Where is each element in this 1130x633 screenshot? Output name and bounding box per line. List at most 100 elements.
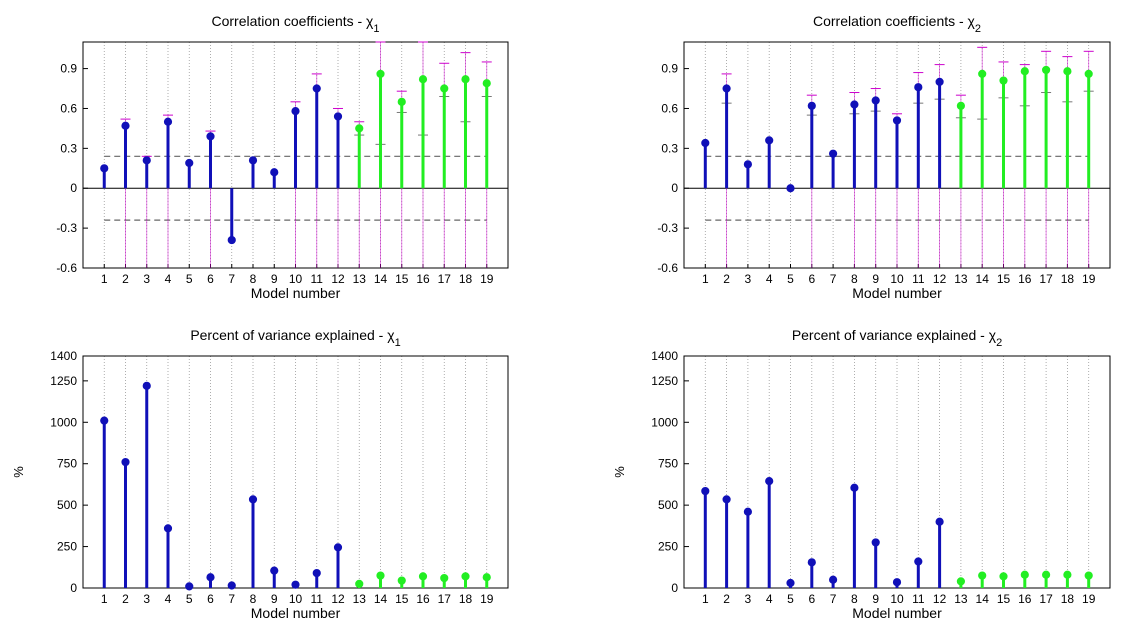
stem-marker-17	[1042, 570, 1051, 579]
stem-marker-9	[871, 96, 880, 105]
x-tick-label-3: 3	[143, 592, 150, 606]
stem-marker-5	[786, 578, 795, 588]
y-tick-label-4: 0.6	[60, 101, 77, 115]
y-tick-label-1: 250	[57, 540, 77, 554]
x-tick-label-9: 9	[872, 592, 879, 606]
stem-marker-1	[100, 164, 109, 173]
x-tick-label-5: 5	[787, 272, 794, 286]
stem-marker-4	[765, 136, 774, 145]
y-tick-label-4: 0.6	[661, 101, 678, 115]
x-tick-label-17: 17	[438, 272, 452, 286]
x-tick-label-3: 3	[745, 272, 752, 286]
stem-marker-7	[227, 235, 236, 245]
x-tick-label-15: 15	[395, 592, 409, 606]
y-tick-label-1: -0.3	[56, 221, 77, 235]
x-tick-label-18: 18	[459, 272, 473, 286]
x-tick-label-4: 4	[165, 272, 172, 286]
x-tick-label-7: 7	[830, 272, 837, 286]
x-tick-label-1: 1	[702, 592, 709, 606]
x-tick-label-2: 2	[122, 272, 129, 286]
stem-marker-5	[786, 184, 795, 193]
stem-marker-3	[142, 381, 151, 390]
x-tick-label-13: 13	[954, 592, 968, 606]
x-tick-label-6: 6	[207, 272, 214, 286]
x-tick-label-15: 15	[997, 592, 1011, 606]
stem-marker-11	[312, 84, 321, 93]
chart-svg-variance-x1: Percent of variance explained - χ1 0 250 50…	[11, 327, 509, 621]
stem-marker-13	[355, 124, 364, 133]
x-tick-label-17: 17	[1039, 272, 1053, 286]
y-tick-label-2: 500	[658, 498, 678, 512]
stem-marker-3	[743, 160, 752, 169]
x-tick-label-1: 1	[702, 272, 709, 286]
y-axis-label: %	[612, 466, 627, 478]
x-tick-label-8: 8	[851, 272, 858, 286]
y-tick-label-5: 1250	[651, 374, 678, 388]
x-tick-label-19: 19	[1082, 592, 1096, 606]
stem-marker-15	[397, 576, 406, 585]
stem-marker-7	[829, 575, 838, 584]
chart-title: Percent of variance explained - χ1	[190, 327, 400, 349]
stem-marker-18	[1063, 570, 1072, 579]
x-tick-label-19: 19	[480, 592, 494, 606]
y-tick-label-1: -0.3	[657, 221, 678, 235]
y-tick-label-2: 500	[57, 498, 77, 512]
stem-marker-1	[701, 138, 710, 148]
stem-marker-16	[418, 572, 428, 581]
stem-marker-19	[482, 79, 491, 88]
stem-marker-17	[440, 573, 449, 583]
stem-marker-15	[999, 572, 1008, 581]
stem-marker-3	[743, 507, 752, 516]
x-tick-label-17: 17	[1039, 592, 1053, 606]
x-tick-label-10: 10	[890, 272, 904, 286]
stem-marker-9	[871, 538, 880, 547]
x-tick-label-7: 7	[830, 592, 837, 606]
stem-marker-12	[333, 543, 343, 552]
x-tick-label-7: 7	[228, 272, 235, 286]
stem-marker-4	[163, 117, 173, 126]
x-tick-label-13: 13	[353, 272, 367, 286]
x-tick-label-13: 13	[954, 272, 968, 286]
y-tick-label-5: 0.9	[661, 62, 678, 76]
x-tick-label-10: 10	[890, 592, 904, 606]
stem-marker-19	[482, 573, 491, 582]
stem-marker-2	[722, 495, 731, 504]
stem-marker-4	[163, 524, 173, 533]
x-tick-label-10: 10	[289, 272, 303, 286]
stem-marker-1	[701, 486, 710, 496]
x-tick-label-5: 5	[787, 592, 794, 606]
stem-marker-12	[935, 517, 944, 526]
y-tick-label-3: 750	[658, 457, 678, 471]
x-tick-label-12: 12	[331, 592, 345, 606]
stem-marker-1	[100, 416, 109, 425]
chart-panel-variance-x2: Percent of variance explained - χ2 0 250 50…	[565, 316, 1130, 632]
x-tick-label-3: 3	[143, 272, 150, 286]
x-tick-label-14: 14	[976, 272, 990, 286]
x-tick-label-3: 3	[745, 592, 752, 606]
stem-marker-14	[376, 69, 385, 79]
stem-marker-11	[914, 557, 923, 566]
chart-svg-corr-x2: Correlation coefficients - χ2 -0.6 -0.3 0 0.…	[657, 13, 1111, 301]
stem-marker-10	[291, 580, 300, 589]
x-tick-label-9: 9	[271, 592, 278, 606]
x-axis-label: Model number	[251, 605, 341, 621]
x-tick-label-7: 7	[228, 592, 235, 606]
stem-marker-7	[227, 581, 236, 590]
x-tick-label-12: 12	[331, 272, 345, 286]
stem-marker-14	[376, 571, 385, 580]
x-tick-label-14: 14	[374, 592, 388, 606]
stem-marker-16	[418, 75, 428, 84]
x-tick-label-18: 18	[459, 592, 473, 606]
x-tick-label-19: 19	[1082, 272, 1096, 286]
stem-marker-9	[270, 168, 279, 177]
x-tick-label-4: 4	[766, 592, 773, 606]
x-tick-label-18: 18	[1061, 592, 1075, 606]
x-tick-label-11: 11	[311, 592, 324, 606]
stem-marker-8	[248, 156, 258, 165]
x-tick-label-14: 14	[976, 592, 990, 606]
x-tick-label-6: 6	[207, 592, 214, 606]
stem-marker-19	[1084, 571, 1093, 580]
stem-marker-10	[892, 578, 902, 587]
stem-marker-2	[121, 457, 130, 467]
stem-marker-6	[206, 573, 215, 582]
